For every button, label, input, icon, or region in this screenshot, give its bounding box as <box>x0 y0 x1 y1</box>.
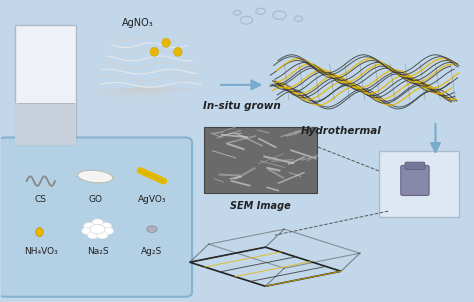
Ellipse shape <box>78 170 113 183</box>
FancyBboxPatch shape <box>401 165 429 195</box>
Circle shape <box>92 219 103 226</box>
Circle shape <box>97 232 108 239</box>
Circle shape <box>83 223 95 230</box>
Circle shape <box>102 227 114 235</box>
FancyBboxPatch shape <box>0 137 192 297</box>
FancyBboxPatch shape <box>379 151 459 217</box>
Text: SEM Image: SEM Image <box>230 201 291 210</box>
FancyBboxPatch shape <box>405 162 425 169</box>
Text: AgVO₃: AgVO₃ <box>137 194 166 204</box>
FancyBboxPatch shape <box>15 25 76 145</box>
Ellipse shape <box>36 228 43 237</box>
Text: Na₂S: Na₂S <box>87 247 109 256</box>
Ellipse shape <box>162 38 170 47</box>
Text: NH₄VO₃: NH₄VO₃ <box>24 247 58 256</box>
FancyArrowPatch shape <box>431 124 440 152</box>
Text: CS: CS <box>35 194 47 204</box>
Ellipse shape <box>173 47 182 56</box>
Text: AgNO₃: AgNO₃ <box>122 18 154 28</box>
Circle shape <box>100 223 112 230</box>
Circle shape <box>147 226 157 233</box>
Circle shape <box>82 227 93 235</box>
Ellipse shape <box>150 47 158 56</box>
FancyBboxPatch shape <box>15 103 76 145</box>
Text: Ag₂S: Ag₂S <box>141 247 163 256</box>
FancyArrowPatch shape <box>221 80 260 89</box>
Text: Hydrothermal: Hydrothermal <box>301 127 382 137</box>
Text: GO: GO <box>88 194 102 204</box>
FancyBboxPatch shape <box>204 127 318 193</box>
Circle shape <box>87 232 99 239</box>
Circle shape <box>90 224 105 234</box>
Circle shape <box>92 227 103 235</box>
Text: In-situ grown: In-situ grown <box>203 101 281 111</box>
